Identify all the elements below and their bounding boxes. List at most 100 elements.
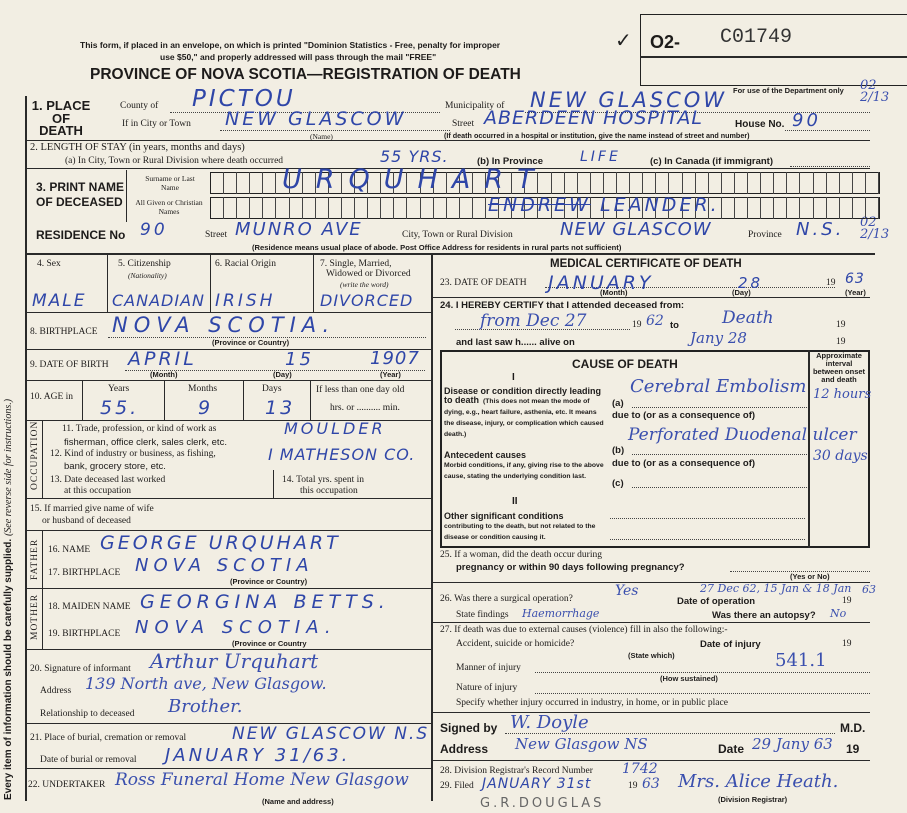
divider [432,712,870,713]
divider [310,381,311,421]
days-label: Days [262,384,282,394]
antecedent-note: Morbid conditions, if any, giving rise t… [444,462,604,480]
cause-c-label: (c) [612,478,624,489]
character-box [393,172,395,194]
surname-label: Surname or Last Name [145,174,195,192]
filed-year: 63 [642,776,660,792]
character-box [563,172,565,194]
q11-label-2: fisherman, office clerk, sales clerk, et… [64,437,227,448]
q15-label-2: or husband of deceased [42,516,131,526]
direct-cause-label: Disease or condition directly leading to… [444,386,602,405]
divider [25,768,432,769]
stay-province-label: (b) In Province [477,156,543,167]
other-line-2 [610,539,805,540]
house-label: House No. [735,119,785,130]
character-box [498,197,500,219]
q15-label-1: 15. If married give name of wife [30,504,154,514]
character-box [432,172,434,194]
q11-value: MOULDER [284,419,386,438]
signature-date-label: Date [718,742,745,756]
relationship-value: Brother. [168,696,243,717]
character-box [681,172,683,194]
character-box [249,172,251,194]
cause-c-line [632,487,807,488]
character-box [838,172,840,194]
character-box [537,172,539,194]
county-value: PICTOU [192,86,296,112]
character-box [406,172,408,194]
burial-date-label: Date of burial or removal [40,755,137,765]
informant-signature-label: 20. Signature of informant [30,664,131,674]
record-number-label: 28. Division Registrar's Record Number [440,766,593,776]
character-box [668,172,670,194]
character-box [262,197,264,219]
character-box [445,197,447,219]
accident-label: Accident, suicide or homicide? [456,639,575,649]
character-box [236,172,238,194]
father-birthplace-label: 17. BIRTHPLACE [48,568,121,578]
divider [25,168,870,169]
character-box [668,197,670,219]
print-name-label-1: 3. PRINT NAME [36,180,125,194]
years-value: 55. [100,397,140,419]
divider [432,582,870,583]
last-saw-label: and last saw h...... alive on [456,337,575,348]
divider [25,380,432,381]
dod-label: 23. DATE OF DEATH [440,278,527,288]
municipality-line [525,112,870,113]
stay-city-value: 55 YRS. [380,147,449,166]
character-box [275,172,277,194]
mail-notice-2: use $50," and properly addressed will pa… [160,52,437,62]
character-box [629,172,631,194]
character-box [773,197,775,219]
cause-a-value: Cerebral Embolism [630,376,807,397]
side-note-text: Every item of information should be care… [3,538,14,800]
registrar-stamp: G.R.DOUGLAS [480,796,605,811]
character-box [851,197,853,219]
character-box [511,172,513,194]
character-box [563,197,565,219]
cause-b-line [632,454,807,455]
dob-label: 9. DATE OF BIRTH [30,360,109,370]
column-divider [431,253,433,801]
q25-label-1: 25. If a woman, did the death occur duri… [440,550,602,560]
form-title: PROVINCE OF NOVA SCOTIA—REGISTRATION OF … [90,66,521,83]
given-names-label: All Given or Christian Names [135,198,203,216]
character-box [707,172,709,194]
character-box [393,197,395,219]
divider [432,760,870,761]
character-box [419,172,421,194]
dod-line [545,287,835,288]
dob-year: 1907 [370,348,420,369]
filed-century: 19 [628,781,638,791]
sex-value: MALE [32,291,87,311]
municipality-label: Municipality of [445,101,505,111]
divider [164,381,165,421]
character-box [301,172,303,194]
q14-label-2: this occupation [300,486,358,496]
department-code-1: 02 2/13 [860,78,890,105]
character-box [327,197,329,219]
given-name-struck: ENDREW [488,194,591,216]
character-box [380,172,382,194]
autopsy-label: Was there an autopsy? [712,610,816,621]
print-name-label-2: OF DECEASED [36,195,123,209]
yes-no-note: (Yes or No) [790,572,830,581]
character-box [720,172,722,194]
city-line [220,130,450,131]
from-line [455,329,630,330]
character-box [878,197,879,219]
cause-of-death-box [440,350,870,548]
divider [25,420,432,421]
part-2-label: II [512,496,518,507]
divider [107,255,108,312]
sex-label: 4. Sex [37,259,61,269]
character-box [367,197,369,219]
check-mark-icon: ✓ [615,30,632,52]
cause-b-interval: 30 days [813,448,868,464]
character-box [720,197,722,219]
residence-label: RESIDENCE No [36,228,126,242]
character-box [786,197,788,219]
dob-month: APRIL [128,348,197,370]
municipality-value: NEW GLASCOW [530,88,728,112]
